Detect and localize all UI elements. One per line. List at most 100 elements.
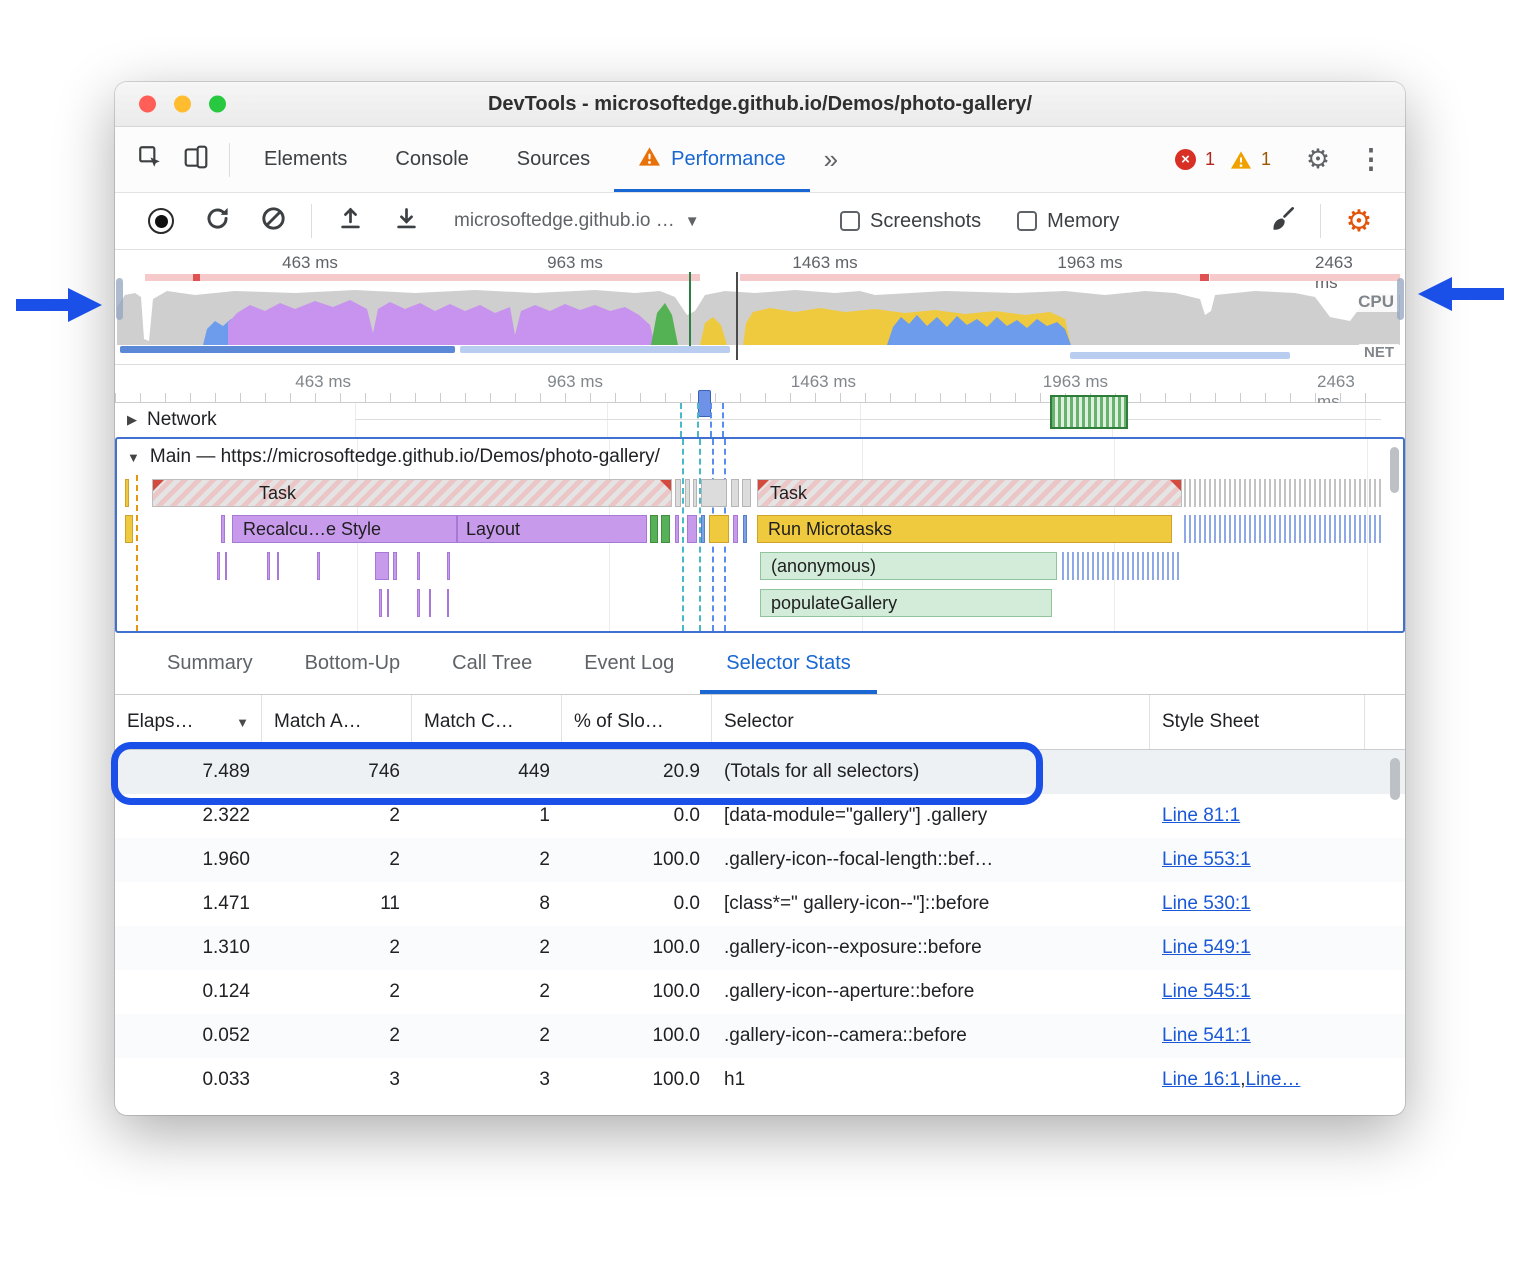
warning-badge-icon[interactable]	[1230, 150, 1252, 170]
column-header-style-sheet[interactable]: Style Sheet	[1150, 695, 1365, 749]
flame-activity-sliver[interactable]	[687, 515, 697, 543]
stylesheet-link[interactable]: Line 549:1	[1162, 937, 1251, 958]
network-request-block[interactable]	[1050, 395, 1128, 429]
screenshots-toggle[interactable]: Screenshots	[840, 210, 981, 233]
table-row[interactable]: 1.960 2 2 100.0 .gallery-icon--focal-len…	[115, 838, 1405, 882]
flame-activity-sliver[interactable]	[393, 552, 397, 580]
zoom-button[interactable]	[209, 95, 226, 113]
flame-activity-sliver[interactable]	[742, 479, 751, 507]
disclosure-triangle-icon[interactable]: ▼	[127, 449, 140, 465]
flame-activity-sliver[interactable]	[387, 589, 389, 617]
flame-activity-sliver[interactable]	[447, 589, 449, 617]
save-profile-button[interactable]	[378, 205, 434, 237]
stylesheet-link[interactable]: Line…	[1245, 1069, 1301, 1090]
flame-dense-js[interactable]	[1062, 552, 1180, 580]
flame-activity-sliver[interactable]	[417, 589, 420, 617]
flame-anonymous-bar[interactable]: (anonymous)	[760, 552, 1057, 580]
flame-recalculate-style-bar[interactable]: Recalcu…e Style	[232, 515, 457, 543]
record-button[interactable]	[133, 208, 189, 234]
stylesheet-link[interactable]: Line 541:1	[1162, 1025, 1251, 1046]
flame-activity-sliver[interactable]	[709, 515, 729, 543]
flame-activity-sliver[interactable]	[317, 552, 320, 580]
table-row[interactable]: 0.052 2 2 100.0 .gallery-icon--camera::b…	[115, 1014, 1405, 1058]
tab-summary[interactable]: Summary	[167, 652, 253, 674]
memory-toggle[interactable]: Memory	[1017, 210, 1119, 233]
tab-event-log[interactable]: Event Log	[584, 652, 675, 674]
flame-activity-sliver[interactable]	[225, 552, 227, 580]
scrollbar-thumb[interactable]	[1390, 758, 1400, 800]
device-toolbar-button[interactable]	[173, 137, 219, 183]
flame-activity-sliver[interactable]	[447, 552, 450, 580]
load-profile-button[interactable]	[322, 205, 378, 237]
table-row[interactable]: 7.489 746 449 20.9 (Totals for all selec…	[115, 750, 1405, 794]
flame-activity-sliver[interactable]	[267, 552, 270, 580]
overview-left-handle[interactable]	[116, 278, 123, 320]
overview-right-handle[interactable]	[1397, 278, 1404, 320]
stylesheet-link[interactable]: Line 553:1	[1162, 849, 1251, 870]
flame-activity-sliver[interactable]	[429, 589, 431, 617]
stylesheet-link[interactable]: Line 530:1	[1162, 893, 1251, 914]
timeline-overview[interactable]: 463 ms 963 ms 1463 ms 1963 ms 2463 ms	[115, 250, 1405, 365]
tab-console[interactable]: Console	[395, 148, 469, 170]
column-header-match-attempts[interactable]: Match A…	[262, 695, 412, 749]
network-track[interactable]: ▶ Network	[115, 390, 1405, 437]
table-row[interactable]: 1.310 2 2 100.0 .gallery-icon--exposure:…	[115, 926, 1405, 970]
column-header-match-count[interactable]: Match C…	[412, 695, 562, 749]
flame-activity-sliver[interactable]	[661, 515, 670, 543]
clear-recording-button[interactable]	[245, 205, 301, 237]
stylesheet-link[interactable]: Line 81:1	[1162, 805, 1241, 826]
flame-activity-sliver[interactable]	[375, 552, 389, 580]
minimize-button[interactable]	[174, 95, 191, 113]
flame-activity-sliver[interactable]	[125, 515, 133, 543]
column-header-elapsed[interactable]: Elaps… ▼	[115, 695, 262, 749]
table-row[interactable]: 0.033 3 3 100.0 h1 Line 16:1 , Line…	[115, 1058, 1405, 1102]
stylesheet-link[interactable]: Line 545:1	[1162, 981, 1251, 1002]
column-header-slow-path[interactable]: % of Slo…	[562, 695, 712, 749]
column-header-selector[interactable]: Selector	[712, 695, 1150, 749]
inspect-element-button[interactable]	[127, 137, 173, 183]
flame-activity-sliver[interactable]	[701, 515, 705, 543]
close-button[interactable]	[139, 95, 156, 113]
flame-activity-sliver[interactable]	[675, 515, 679, 543]
tab-elements[interactable]: Elements	[264, 148, 348, 170]
tab-selector-stats[interactable]: Selector Stats	[700, 633, 877, 694]
stylesheet-link[interactable]: Line 16:1	[1162, 1069, 1241, 1090]
flame-activity-sliver[interactable]	[743, 515, 747, 543]
memory-checkbox[interactable]	[1017, 211, 1038, 231]
table-row[interactable]: 1.471 11 8 0.0 [class*=" gallery-icon--"…	[115, 882, 1405, 926]
settings-gear-icon[interactable]: ⚙	[1305, 144, 1331, 174]
disclosure-triangle-icon[interactable]: ▶	[127, 412, 137, 427]
capture-settings-button[interactable]: ⚙	[1331, 204, 1387, 239]
tab-call-tree[interactable]: Call Tree	[452, 652, 533, 674]
reload-and-record-button[interactable]	[189, 205, 245, 237]
flame-task-bar[interactable]: Task	[757, 479, 1182, 507]
flame-dense-js[interactable]	[1184, 515, 1382, 543]
window-titlebar[interactable]: DevTools - microsoftedge.github.io/Demos…	[115, 82, 1405, 127]
flame-activity-sliver[interactable]	[379, 589, 382, 617]
flame-activity-sliver[interactable]	[675, 479, 681, 507]
flame-activity-sliver[interactable]	[685, 479, 690, 507]
flame-activity-sliver[interactable]	[701, 479, 727, 507]
flame-activity-sliver[interactable]	[217, 552, 220, 580]
error-icon[interactable]: ×	[1174, 149, 1196, 170]
table-row[interactable]: 0.124 2 2 100.0 .gallery-icon--aperture:…	[115, 970, 1405, 1014]
flame-run-microtasks-bar[interactable]: Run Microtasks	[757, 515, 1172, 543]
flame-task-bar[interactable]: Task	[152, 479, 672, 507]
flame-activity-sliver[interactable]	[650, 515, 658, 543]
flame-activity-sliver[interactable]	[221, 515, 225, 543]
flame-activity-sliver[interactable]	[417, 552, 420, 580]
flame-activity-sliver[interactable]	[731, 479, 739, 507]
flame-layout-bar[interactable]: Layout	[457, 515, 647, 543]
tab-bottom-up[interactable]: Bottom-Up	[304, 652, 401, 674]
main-track-header[interactable]: ▼ Main — https://microsoftedge.github.io…	[117, 439, 1403, 468]
scrollbar-thumb[interactable]	[1390, 447, 1399, 493]
main-thread-track[interactable]: ▼ Main — https://microsoftedge.github.io…	[115, 437, 1405, 633]
flame-activity-sliver[interactable]	[125, 479, 129, 507]
screenshots-checkbox[interactable]	[840, 211, 860, 231]
flame-activity-sliver[interactable]	[277, 552, 279, 580]
more-tabs-button[interactable]: »	[823, 144, 839, 174]
flame-populate-gallery-bar[interactable]: populateGallery	[760, 589, 1052, 617]
history-dropdown[interactable]: microsoftedge.github.io … ▼	[454, 210, 700, 231]
kebab-menu-icon[interactable]: ⋮	[1357, 144, 1385, 174]
collect-garbage-button[interactable]	[1254, 205, 1310, 237]
